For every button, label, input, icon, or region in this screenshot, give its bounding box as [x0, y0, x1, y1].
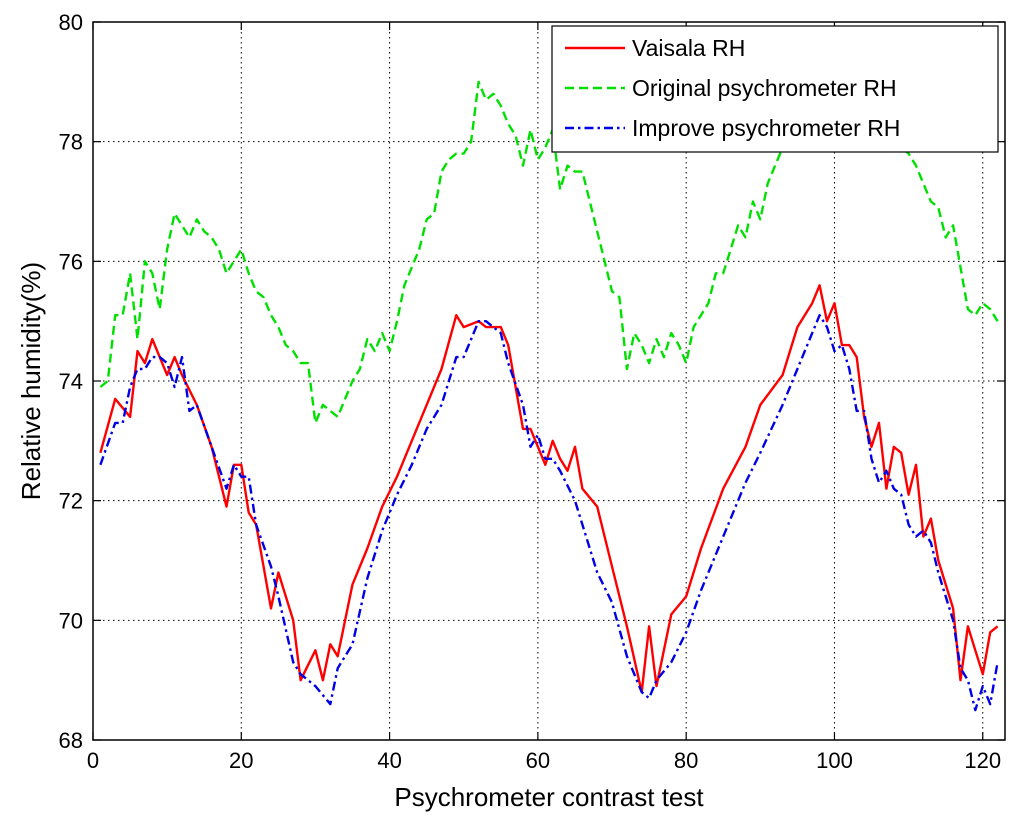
y-tick-label: 68 [59, 728, 83, 753]
x-tick-label: 20 [229, 748, 253, 773]
legend: Vaisala RH Original psychrometer RH Improv… [551, 25, 999, 153]
y-axis-label: Relative humidity(%) [16, 262, 46, 500]
x-tick-label: 120 [964, 748, 1001, 773]
y-tick-label: 76 [59, 249, 83, 274]
y-tick-label: 74 [59, 369, 83, 394]
series-lines [99, 80, 999, 712]
x-tick-label: 60 [526, 748, 550, 773]
x-tick-label: 0 [87, 748, 99, 773]
x-axis-label: Psychrometer contrast test [394, 782, 704, 812]
axis-ticks: 0 20 40 60 80 100 120 68 70 72 74 76 78 80 [59, 10, 1005, 773]
legend-label-vaisala-rh: Vaisala RH [632, 35, 745, 61]
y-tick-label: 80 [59, 10, 83, 35]
x-tick-label: 40 [377, 748, 401, 773]
x-tick-label: 80 [674, 748, 698, 773]
y-tick-label: 78 [59, 130, 83, 155]
legend-label-improve-psychrometer-rh: Improve psychrometer RH [632, 115, 900, 141]
x-tick-label: 100 [816, 748, 853, 773]
series-line-improve-psychrometer-rh [99, 314, 999, 712]
y-tick-label: 70 [59, 608, 83, 633]
series-line-vaisala-rh [99, 284, 999, 694]
y-tick-label: 72 [59, 489, 83, 514]
legend-label-original-psychrometer-rh: Original psychrometer RH [632, 75, 897, 101]
legend-box [551, 25, 999, 153]
